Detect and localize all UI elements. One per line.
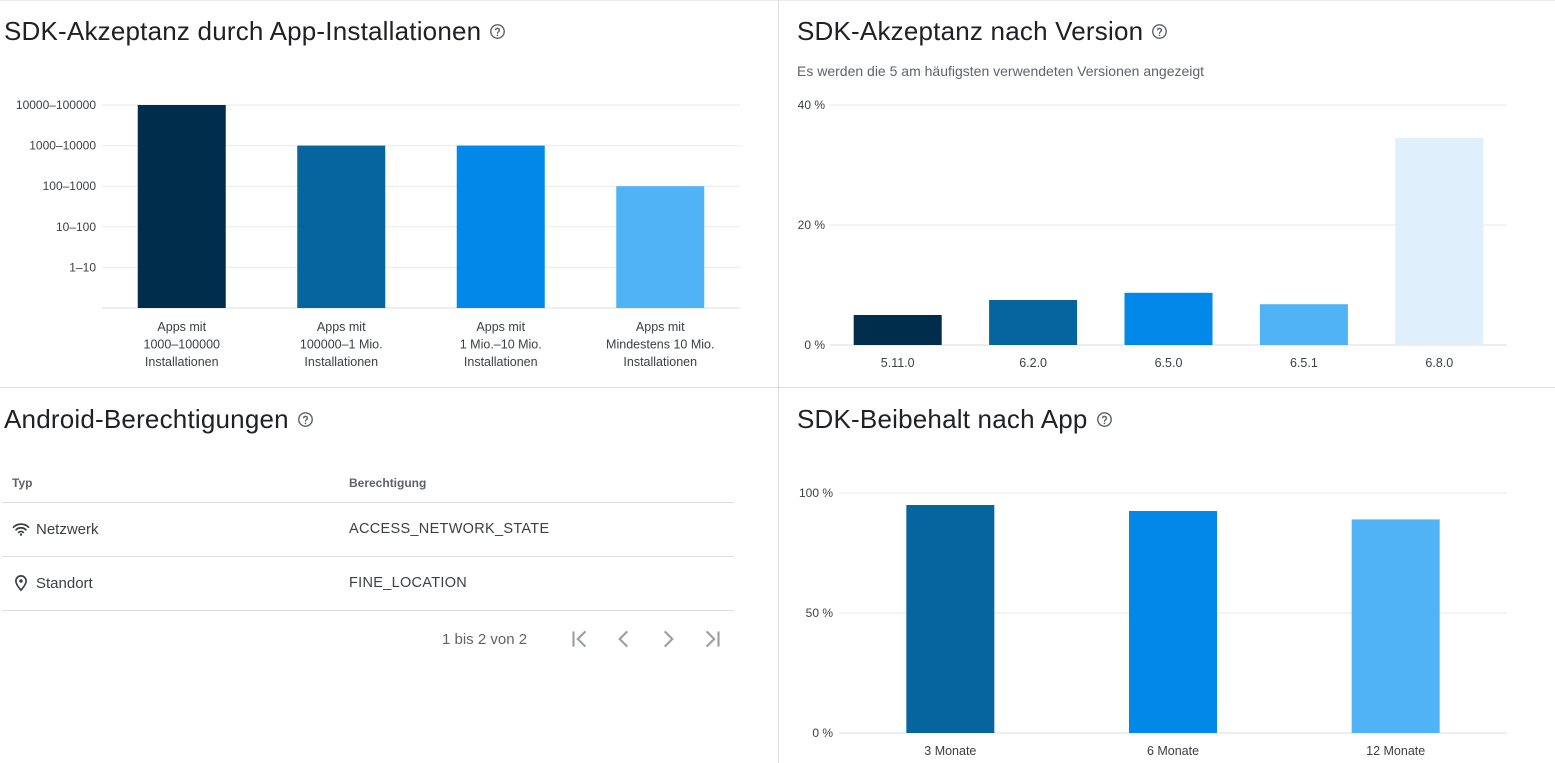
column-header-type[interactable]: Typ xyxy=(12,476,33,490)
table-row: Standort FINE_LOCATION xyxy=(2,557,734,611)
bar xyxy=(906,505,995,733)
last-page-icon[interactable] xyxy=(699,626,725,652)
y-tick-label: 0 % xyxy=(812,726,833,740)
bar xyxy=(1129,511,1217,733)
x-tick-label: 6.5.1 xyxy=(1290,356,1318,370)
x-tick-label: Apps mit xyxy=(636,320,685,334)
y-tick-label: 10000–100000 xyxy=(16,98,96,112)
bar xyxy=(1259,304,1348,345)
x-tick-label: Installationen xyxy=(623,355,697,369)
permission-cell: ACCESS_NETWORK_STATE xyxy=(349,521,550,537)
install-acceptance-panel: SDK-Akzeptanz durch App-Installationen 1… xyxy=(0,0,778,387)
type-label: Standort xyxy=(36,574,93,592)
permissions-table: Typ Berechtigung Netzwerk ACCESS_NETWORK… xyxy=(2,468,734,611)
y-tick-label: 10–100 xyxy=(56,220,96,234)
y-tick-label: 1000–10000 xyxy=(29,139,96,153)
type-cell: Standort xyxy=(12,574,93,592)
type-cell: Netzwerk xyxy=(12,520,99,538)
y-tick-label: 40 % xyxy=(798,98,826,112)
pagination-range: 1 bis 2 von 2 xyxy=(442,631,528,648)
y-tick-label: 1–10 xyxy=(69,260,96,274)
help-icon[interactable] xyxy=(1096,411,1113,428)
x-tick-label: 6.2.0 xyxy=(1019,356,1047,370)
y-tick-label: 50 % xyxy=(806,606,834,620)
x-tick-label: 1000–100000 xyxy=(144,338,221,352)
y-tick-label: 0 % xyxy=(804,338,825,352)
x-tick-label: Installationen xyxy=(304,355,378,369)
x-tick-label: 6.5.0 xyxy=(1155,356,1183,370)
android-permissions-title-row: Android-Berechtigungen xyxy=(4,404,314,435)
x-tick-label: Installationen xyxy=(145,355,219,369)
bar xyxy=(853,315,942,345)
x-tick-label: Apps mit xyxy=(157,320,206,334)
y-tick-label: 100 % xyxy=(799,486,833,500)
x-tick-label: 100000–1 Mio. xyxy=(300,338,383,352)
version-acceptance-title-row: SDK-Akzeptanz nach Version xyxy=(797,16,1168,47)
permission-cell: FINE_LOCATION xyxy=(349,575,468,591)
table-header: Typ Berechtigung xyxy=(2,468,734,503)
bar xyxy=(456,145,545,308)
android-permissions-title: Android-Berechtigungen xyxy=(4,404,289,434)
retention-chart: 0 % 50 % 100 % 3 Monate 6 Monate 12 Monate xyxy=(799,486,1507,758)
version-acceptance-chart: 0 % 20 % 40 % 5.11.0 6.2.0 6.5.0 6.5.1 6.8.0 xyxy=(798,98,1507,370)
previous-page-icon[interactable] xyxy=(611,626,637,652)
x-tick-label: Mindestens 10 Mio. xyxy=(606,338,714,352)
horizontal-divider xyxy=(0,387,1555,388)
top-border xyxy=(0,0,1555,1)
bar xyxy=(297,145,386,308)
x-tick-label: 6.8.0 xyxy=(1425,356,1453,370)
bar xyxy=(1395,138,1484,345)
x-tick-label: Apps mit xyxy=(317,320,366,334)
version-acceptance-title: SDK-Akzeptanz nach Version xyxy=(797,16,1144,46)
x-tick-label: 5.11.0 xyxy=(881,356,915,370)
x-tick-label: Apps mit xyxy=(476,320,525,334)
vertical-divider xyxy=(778,0,779,763)
wifi-icon xyxy=(12,523,30,536)
android-permissions-panel: Android-Berechtigungen Typ Berechtigung … xyxy=(0,388,778,763)
version-acceptance-panel: SDK-Akzeptanz nach Version Es werden die… xyxy=(779,0,1555,387)
table-row: Netzwerk ACCESS_NETWORK_STATE xyxy=(2,503,734,557)
x-tick-label: 3 Monate xyxy=(924,744,976,758)
retention-title-row: SDK-Beibehalt nach App xyxy=(797,404,1113,435)
bar xyxy=(1351,519,1440,733)
bar xyxy=(1124,292,1213,345)
type-label: Netzwerk xyxy=(36,520,99,538)
install-acceptance-title-row: SDK-Akzeptanz durch App-Installationen xyxy=(4,16,506,47)
pagination: 1 bis 2 von 2 xyxy=(0,624,734,654)
location-pin-icon xyxy=(15,575,27,592)
first-page-icon[interactable] xyxy=(567,626,593,652)
y-tick-label: 100–1000 xyxy=(43,179,97,193)
column-header-permission[interactable]: Berechtigung xyxy=(349,476,427,490)
y-tick-label: 20 % xyxy=(798,218,826,232)
x-tick-label: 1 Mio.–10 Mio. xyxy=(460,338,542,352)
x-tick-label: 6 Monate xyxy=(1147,744,1199,758)
version-acceptance-subtitle: Es werden die 5 am häufigsten verwendete… xyxy=(797,63,1205,79)
help-icon[interactable] xyxy=(489,23,506,40)
bar xyxy=(616,186,705,308)
retention-panel: SDK-Beibehalt nach App 0 % 50 % 100 % 3 Mon… xyxy=(779,388,1555,763)
help-icon[interactable] xyxy=(1151,23,1168,40)
help-icon[interactable] xyxy=(297,411,314,428)
bar xyxy=(989,300,1078,345)
install-acceptance-title: SDK-Akzeptanz durch App-Installationen xyxy=(4,16,482,46)
next-page-icon[interactable] xyxy=(655,626,681,652)
bar xyxy=(137,105,226,308)
x-tick-label: 12 Monate xyxy=(1366,744,1425,758)
retention-title: SDK-Beibehalt nach App xyxy=(797,404,1088,434)
install-acceptance-chart: 1–10 10–100 100–1000 1000–10000 10000–100000… xyxy=(16,98,740,369)
x-tick-label: Installationen xyxy=(464,355,538,369)
